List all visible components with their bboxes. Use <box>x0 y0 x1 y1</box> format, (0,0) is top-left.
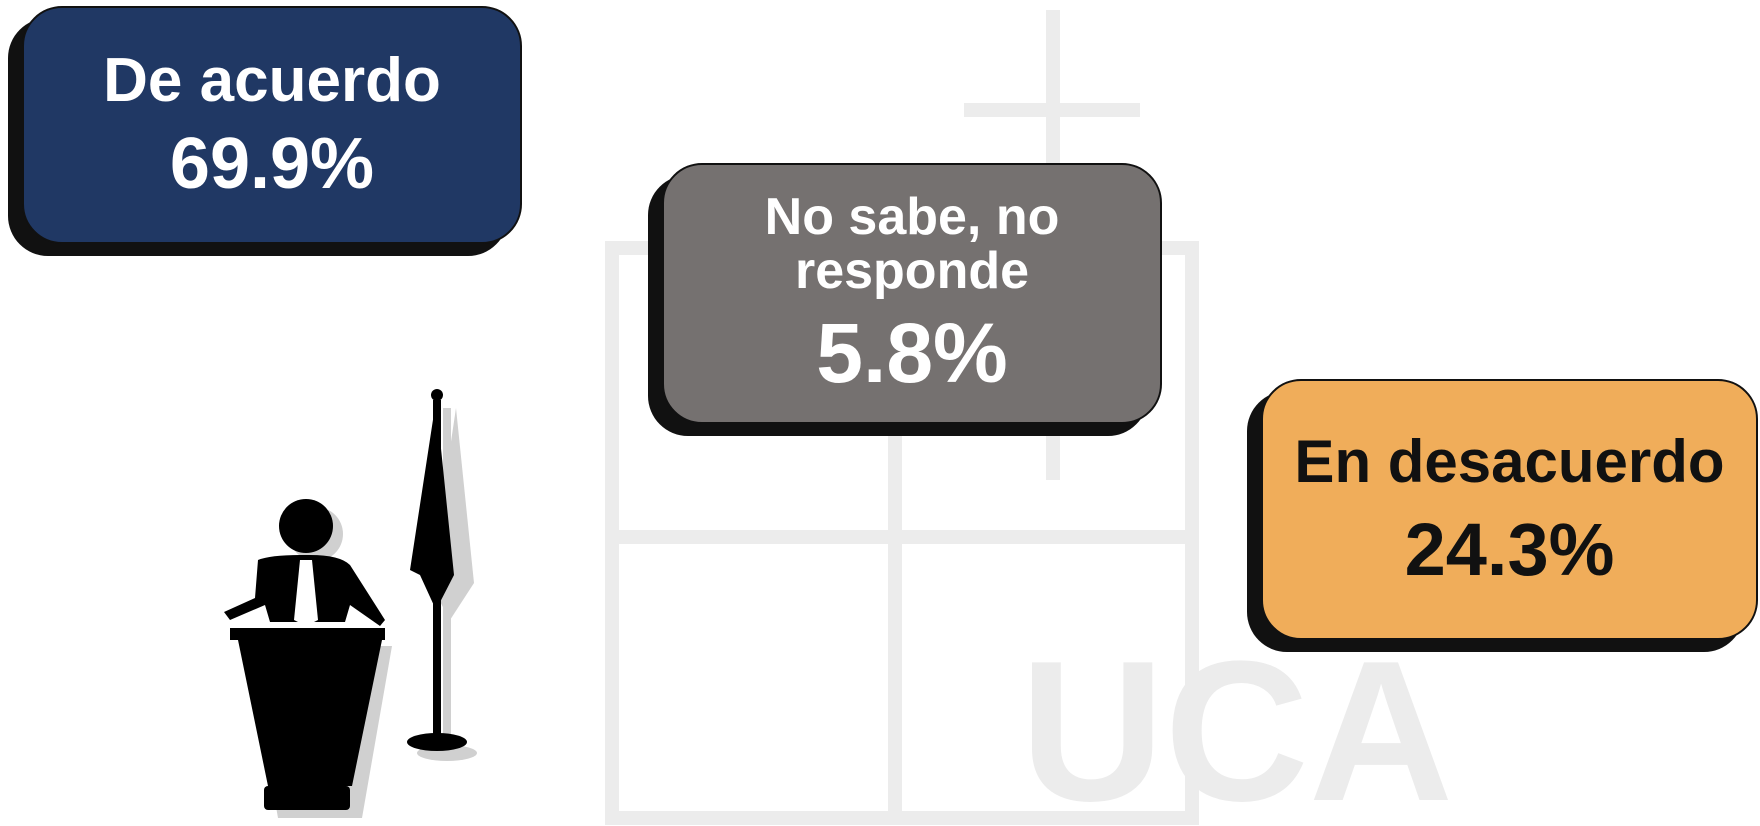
box-value: 24.3% <box>1405 511 1615 589</box>
box-value: 69.9% <box>170 127 374 203</box>
podium-icon <box>224 389 467 810</box>
no-answer-box: No sabe, no responde 5.8% <box>662 163 1162 424</box>
box-value: 5.8% <box>816 309 1007 397</box>
disagree-box: En desacuerdo 24.3% <box>1261 379 1758 640</box>
box-label: De acuerdo <box>103 48 441 113</box>
box-label: En desacuerdo <box>1294 430 1724 493</box>
page: UCA De acuerdo 69.9% No sabe, no respond… <box>0 0 1760 826</box>
agree-box: De acuerdo 69.9% <box>22 6 522 244</box>
watermark-text: UCA <box>1020 620 1453 826</box>
box-label: No sabe, no responde <box>732 190 1092 299</box>
